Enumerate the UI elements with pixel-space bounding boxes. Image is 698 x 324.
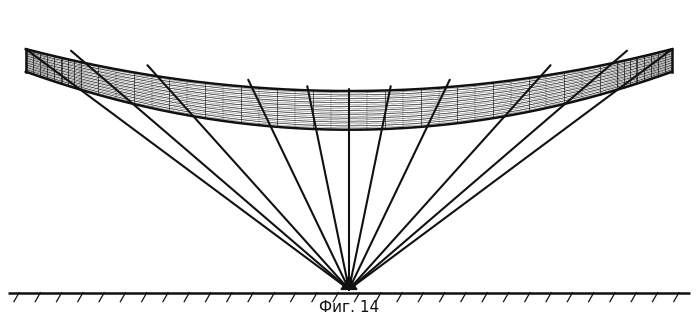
Text: Фиг. 14: Фиг. 14 <box>319 300 379 315</box>
Polygon shape <box>341 277 357 289</box>
